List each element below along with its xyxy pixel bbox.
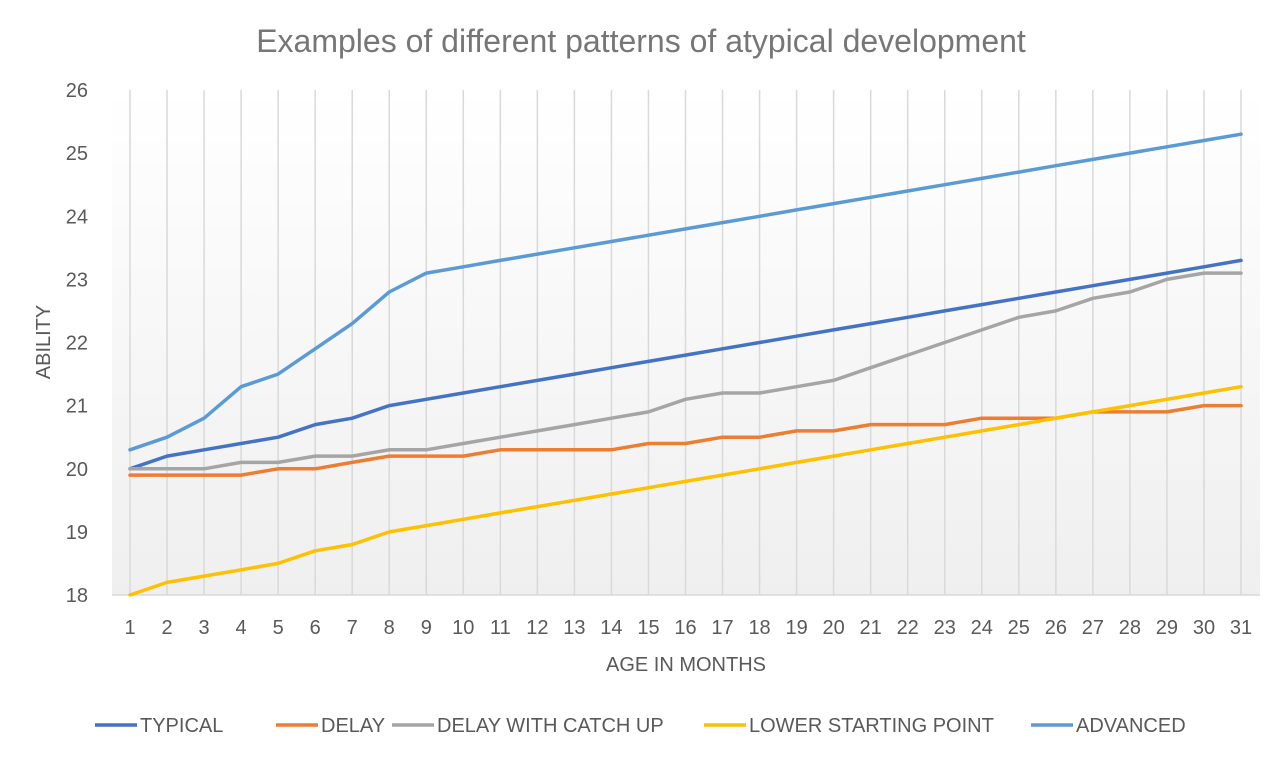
x-tick-label: 21	[860, 617, 882, 639]
x-tick-label: 2	[161, 617, 172, 639]
legend-item: TYPICAL	[95, 715, 223, 737]
legend-item: DELAY WITH CATCH UP	[392, 715, 664, 737]
series-line-advanced	[128, 132, 1243, 452]
x-tick-label: 1	[124, 617, 135, 639]
y-tick-label: 19	[66, 522, 88, 544]
x-tick-label: 17	[711, 617, 733, 639]
x-tick-label: 20	[823, 617, 845, 639]
legend-item: DELAY	[276, 715, 385, 737]
y-tick-label: 18	[66, 585, 88, 607]
x-tick-label: 28	[1119, 617, 1141, 639]
x-tick-label: 19	[785, 617, 807, 639]
y-axis-ticks: 18 19 20 21 22 23 24 25 26	[66, 80, 88, 607]
y-tick-label: 21	[66, 396, 88, 418]
series-lines	[128, 132, 1243, 597]
x-tick-label: 31	[1230, 617, 1252, 639]
y-tick-label: 20	[66, 459, 88, 481]
x-tick-label: 29	[1156, 617, 1178, 639]
legend-label: LOWER STARTING POINT	[749, 715, 994, 737]
x-tick-label: 30	[1193, 617, 1215, 639]
x-tick-label: 14	[600, 617, 622, 639]
y-tick-label: 24	[66, 206, 88, 228]
x-tick-label: 25	[1008, 617, 1030, 639]
x-tick-label: 23	[934, 617, 956, 639]
legend-label: DELAY	[321, 715, 385, 737]
x-tick-label: 10	[452, 617, 474, 639]
chart-title: Examples of different patterns of atypic…	[256, 23, 1026, 59]
legend-label: DELAY WITH CATCH UP	[437, 715, 664, 737]
x-tick-label: 9	[421, 617, 432, 639]
x-tick-label: 16	[674, 617, 696, 639]
y-axis-label: ABILITY	[33, 305, 55, 379]
x-tick-label: 27	[1082, 617, 1104, 639]
legend: TYPICAL DELAY DELAY WITH CATCH UP LOWER STA…	[95, 715, 1186, 737]
x-tick-label: 3	[199, 617, 210, 639]
x-tick-label: 22	[897, 617, 919, 639]
x-axis-label: AGE IN MONTHS	[606, 654, 766, 676]
x-tick-label: 15	[637, 617, 659, 639]
y-tick-label: 23	[66, 269, 88, 291]
series-line-delay-with-catch-up	[128, 271, 1243, 471]
gridlines	[129, 90, 1242, 595]
y-tick-label: 22	[66, 333, 88, 355]
y-tick-label: 26	[66, 80, 88, 102]
legend-label: TYPICAL	[140, 715, 223, 737]
series-line-lower-starting-point	[128, 384, 1243, 597]
x-tick-label: 13	[563, 617, 585, 639]
x-tick-label: 18	[748, 617, 770, 639]
x-tick-label: 11	[490, 617, 511, 639]
legend-label: ADVANCED	[1076, 715, 1186, 737]
x-tick-label: 6	[310, 617, 321, 639]
series-line-typical	[128, 258, 1243, 471]
legend-item: ADVANCED	[1031, 715, 1186, 737]
x-axis-ticks: 1 2 3 4 5 6 7 8 9 10 11 12 13 14 15 16 17 18 19 20 21 22 23 24 2…	[124, 617, 1252, 639]
x-tick-label: 5	[273, 617, 284, 639]
x-tick-label: 24	[971, 617, 993, 639]
legend-item: LOWER STARTING POINT	[704, 715, 994, 737]
x-tick-label: 8	[384, 617, 395, 639]
x-tick-label: 7	[347, 617, 358, 639]
x-tick-label: 12	[526, 617, 548, 639]
x-tick-label: 26	[1045, 617, 1067, 639]
y-tick-label: 25	[66, 143, 88, 165]
x-tick-label: 4	[236, 617, 247, 639]
